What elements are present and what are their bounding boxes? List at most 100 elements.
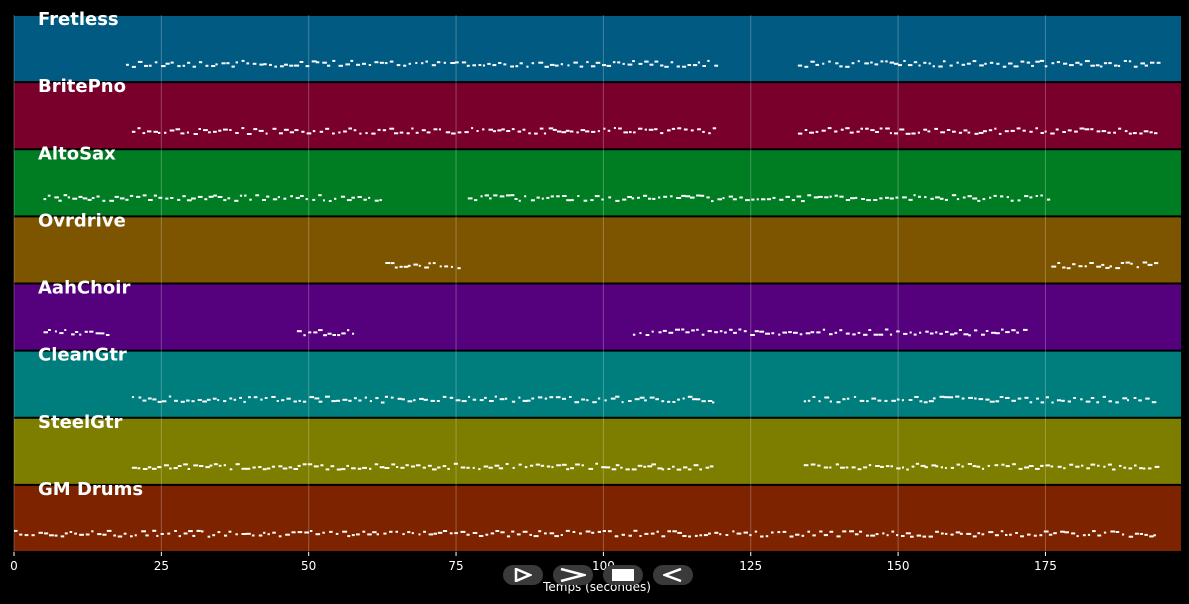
note xyxy=(620,466,623,469)
note xyxy=(1005,465,1010,468)
note xyxy=(556,195,560,198)
note xyxy=(1010,129,1015,132)
note xyxy=(208,195,214,198)
note xyxy=(197,399,202,401)
note xyxy=(223,464,226,467)
note xyxy=(1063,62,1068,65)
note xyxy=(538,530,542,533)
note xyxy=(322,531,325,534)
note xyxy=(524,466,528,469)
note xyxy=(823,534,828,537)
note xyxy=(290,195,293,198)
rewind-button[interactable] xyxy=(653,565,693,585)
note xyxy=(1128,535,1134,538)
note xyxy=(271,465,275,468)
note xyxy=(1067,400,1071,403)
note xyxy=(999,396,1004,398)
track-label: BritePno xyxy=(38,76,126,97)
note xyxy=(621,533,625,536)
note xyxy=(1149,131,1153,134)
note xyxy=(396,466,399,468)
note xyxy=(824,396,830,399)
note xyxy=(812,534,816,537)
note xyxy=(615,199,620,202)
note xyxy=(985,398,990,401)
note xyxy=(1133,397,1137,399)
note xyxy=(529,533,532,536)
note xyxy=(323,199,325,202)
note xyxy=(235,533,238,536)
note xyxy=(401,398,405,401)
note xyxy=(1039,59,1045,62)
note xyxy=(454,532,458,535)
note xyxy=(923,128,928,131)
note xyxy=(699,534,703,537)
note xyxy=(864,62,869,65)
note xyxy=(1151,401,1157,404)
play-button[interactable] xyxy=(503,565,543,585)
note xyxy=(644,399,647,402)
note xyxy=(880,60,884,63)
note xyxy=(1046,198,1051,201)
note xyxy=(944,532,948,535)
note xyxy=(667,468,671,470)
note xyxy=(533,535,539,538)
note xyxy=(672,401,676,403)
note xyxy=(1154,132,1158,135)
note xyxy=(961,63,966,66)
note xyxy=(264,397,268,399)
note xyxy=(701,333,705,336)
forward-button[interactable] xyxy=(553,565,593,585)
note xyxy=(1016,331,1019,334)
note xyxy=(1108,62,1112,65)
note xyxy=(338,64,343,67)
note xyxy=(255,194,260,197)
note xyxy=(650,532,655,535)
note xyxy=(1072,263,1076,266)
note xyxy=(861,198,865,200)
note xyxy=(1044,130,1047,133)
note xyxy=(801,200,805,203)
note xyxy=(383,532,387,535)
note xyxy=(799,333,803,336)
note xyxy=(1118,64,1121,67)
note xyxy=(789,535,794,538)
note xyxy=(648,128,654,131)
note xyxy=(498,467,504,470)
note xyxy=(1066,267,1071,270)
note xyxy=(407,400,413,403)
note xyxy=(483,465,489,468)
note xyxy=(204,198,208,201)
note xyxy=(868,329,872,331)
note xyxy=(803,464,809,467)
note xyxy=(157,466,162,469)
note xyxy=(1107,463,1112,466)
note xyxy=(282,467,288,470)
track-label: AahChoir xyxy=(38,278,130,299)
note xyxy=(67,196,70,199)
note xyxy=(537,396,543,399)
note xyxy=(466,533,470,536)
note xyxy=(602,530,606,532)
note xyxy=(411,465,415,468)
note xyxy=(494,395,497,398)
note xyxy=(857,331,861,334)
note xyxy=(959,532,963,535)
note xyxy=(152,467,157,470)
note xyxy=(605,466,611,469)
note xyxy=(822,62,825,65)
note xyxy=(818,400,821,403)
note xyxy=(809,131,814,134)
note xyxy=(153,130,158,133)
track-band xyxy=(14,418,1181,484)
track-band xyxy=(14,485,1181,551)
note xyxy=(1031,64,1034,67)
note xyxy=(38,531,43,534)
note xyxy=(217,399,220,402)
note xyxy=(896,467,901,470)
note xyxy=(442,395,447,398)
note xyxy=(164,131,167,134)
stop-button[interactable] xyxy=(603,565,643,585)
note xyxy=(810,331,815,334)
note xyxy=(683,466,688,469)
